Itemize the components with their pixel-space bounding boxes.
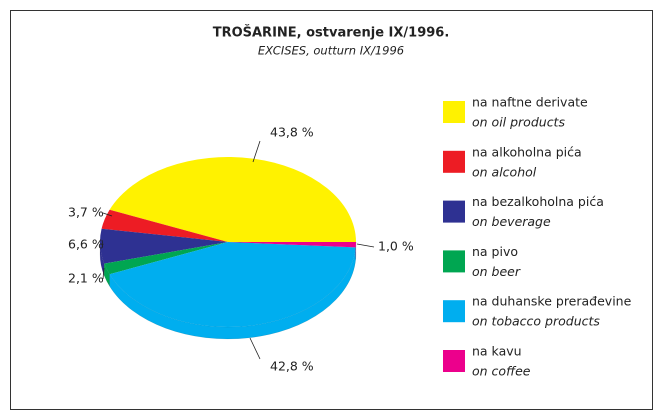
pie-slice — [100, 228, 228, 264]
legend-swatch — [443, 350, 465, 372]
legend-label-en: on tobacco products — [472, 314, 600, 329]
pie-slice — [109, 157, 356, 242]
data-label: 6,6 % — [68, 237, 104, 252]
legend-label-en: on coffee — [472, 364, 531, 379]
legend-swatch — [443, 101, 465, 123]
legend-label: na pivo — [472, 244, 518, 259]
legend-label-en: on beverage — [472, 214, 551, 229]
legend-label-en: on beer — [472, 264, 521, 279]
leader-line — [249, 337, 261, 360]
legend-label: na kavu — [472, 344, 522, 359]
pie-slice — [104, 242, 228, 275]
legend-label-en: on oil products — [472, 115, 565, 130]
legend-swatch — [443, 300, 465, 323]
leader-line — [102, 212, 113, 217]
legend-label: na naftne derivate — [472, 95, 588, 110]
pie-slice — [101, 209, 228, 242]
leader-line — [252, 140, 261, 163]
data-label: 3,7 % — [68, 205, 104, 220]
legend-swatch — [443, 250, 465, 273]
data-label: 43,8 % — [270, 125, 314, 140]
leader-line — [356, 243, 375, 248]
legend-swatch — [443, 200, 465, 223]
chart-title: TROŠARINE, ostvarenje IX/1996. — [213, 25, 450, 41]
leader-line — [101, 239, 104, 246]
legend-label: na duhanske prerađevine — [472, 294, 632, 309]
legend-label: na alkoholna pića — [472, 144, 582, 159]
data-label: 42,8 % — [270, 359, 314, 374]
data-label: 1,0 % — [378, 239, 414, 254]
legend-label-en: on alcohol — [472, 164, 537, 179]
chart-subtitle: EXCISES, outturn IX/1996 — [258, 44, 404, 58]
legend-swatch — [443, 150, 465, 173]
pie-slice — [228, 242, 356, 248]
legend-label: na bezalkoholna pića — [472, 194, 604, 209]
data-label: 2,1 % — [68, 271, 104, 286]
leader-line — [102, 267, 105, 280]
pie-slice — [109, 242, 356, 328]
